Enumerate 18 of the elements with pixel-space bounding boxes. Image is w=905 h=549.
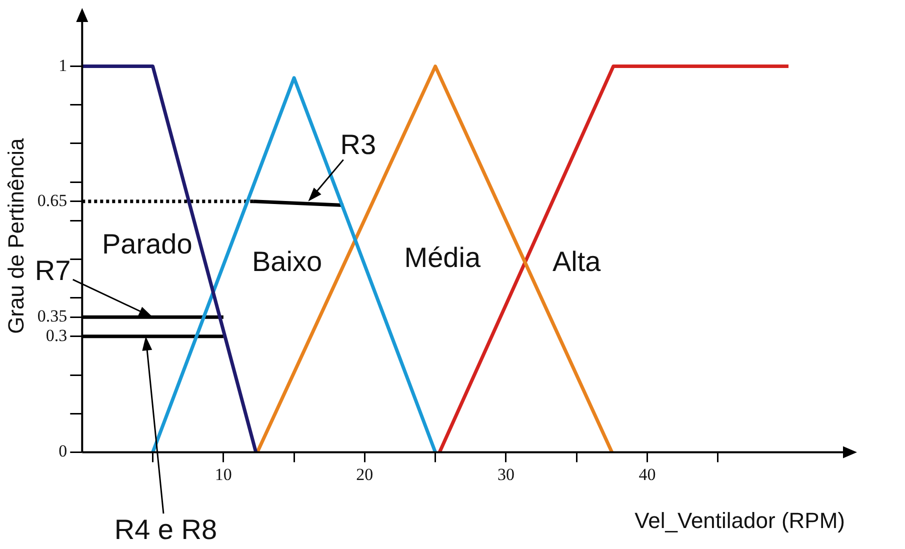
x-tick-label: 40 xyxy=(638,464,656,484)
annotation: R7 xyxy=(34,254,71,286)
y-tick-label: 0 xyxy=(58,442,68,461)
x-tick-label: 20 xyxy=(356,464,374,484)
x-axis-title: Vel_Ventilador (RPM) xyxy=(634,508,845,533)
series-label: Média xyxy=(404,242,481,273)
series-label: Alta xyxy=(552,246,602,277)
y-tick-label: 1 xyxy=(58,56,68,75)
annotation: R4 e R8 xyxy=(114,514,218,546)
y-axis-title: Grau de Pertinência xyxy=(3,138,28,334)
x-tick-label: 30 xyxy=(497,464,514,484)
annotation: R3 xyxy=(340,129,376,160)
y-tick-label: 0.65 xyxy=(37,190,68,210)
series-label: Parado xyxy=(102,228,192,260)
y-tick-label: 0.35 xyxy=(37,306,68,326)
series-label: Baixo xyxy=(252,246,322,277)
x-tick-label: 10 xyxy=(214,464,232,484)
y-tick-label: 0.3 xyxy=(46,326,68,345)
